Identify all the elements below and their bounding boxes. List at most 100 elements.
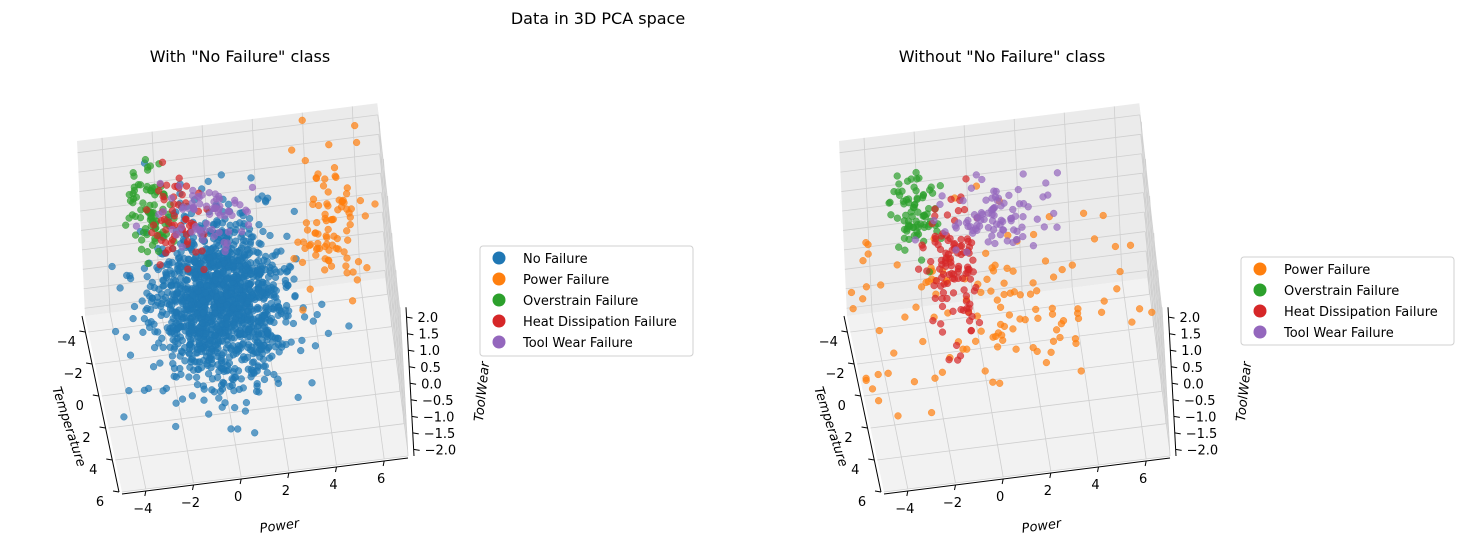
scatter-point (343, 227, 351, 235)
scatter-point (1033, 215, 1041, 223)
scatter-point (253, 382, 261, 390)
legend-marker (492, 251, 506, 265)
scatter-point (960, 286, 968, 294)
scatter-point (221, 399, 229, 407)
grid-line (381, 212, 406, 400)
grid-line (380, 173, 404, 367)
grid-line (377, 114, 401, 318)
scatter-point (242, 237, 250, 245)
scatter-point (938, 192, 946, 200)
scatter-point (1058, 266, 1066, 274)
scatter-point (209, 283, 217, 291)
grid-line (382, 231, 407, 417)
scatter-point (237, 280, 245, 288)
scatter-point (240, 273, 248, 281)
scatter-point (936, 245, 945, 254)
scatter-point (202, 202, 211, 210)
scatter-point (214, 361, 222, 369)
scatter-point (159, 295, 167, 304)
scatter-point (236, 201, 244, 209)
scatter-point (193, 381, 202, 389)
scatter-point (1050, 209, 1058, 218)
scatter-point (251, 429, 259, 437)
scatter-point (920, 223, 928, 232)
scatter-point (158, 334, 166, 342)
scatter-point (1000, 279, 1008, 287)
scatter-point (236, 219, 244, 227)
scatter-point (200, 274, 209, 282)
scatter-point (1074, 314, 1083, 323)
scatter-point (159, 387, 167, 395)
scatter-point (322, 232, 330, 240)
scatter-point (259, 227, 267, 236)
z-axis-line (405, 307, 415, 457)
scatter-point (849, 305, 857, 313)
scatter-point (178, 191, 186, 199)
y-tick-label: −2 (826, 367, 845, 382)
scatter-point (268, 333, 276, 341)
scatter-point (155, 247, 163, 256)
x-tick-label: 2 (1044, 484, 1052, 499)
scatter-point (914, 265, 923, 273)
x-tick-label: 0 (996, 490, 1004, 505)
scatter-point (1029, 230, 1038, 239)
grid-line (77, 114, 378, 154)
scatter-point (218, 296, 226, 304)
scatter-point (353, 276, 361, 284)
x-tick-mark (239, 478, 242, 485)
grid-line (309, 287, 337, 466)
scatter-point (270, 265, 278, 273)
scatter-point (236, 256, 244, 264)
scatter-point (270, 370, 278, 379)
scatter-point (277, 247, 285, 255)
scatter-point (143, 289, 151, 297)
scatter-point (184, 237, 192, 246)
scatter-point (156, 179, 164, 188)
scatter-point (291, 293, 299, 301)
scatter-point (223, 301, 231, 309)
scatter-point (198, 319, 207, 327)
scatter-point (184, 265, 192, 273)
scatter-point (905, 235, 913, 244)
scatter-point (975, 319, 984, 327)
grid-line (883, 455, 1171, 493)
scatter-point (330, 232, 338, 240)
grid-line (1146, 270, 1171, 450)
scatter-point (168, 352, 177, 360)
scatter-point (301, 157, 309, 165)
scatter-point (1000, 199, 1008, 207)
scatter-point (991, 239, 999, 248)
scatter-point (977, 209, 986, 217)
series-no-failure (108, 159, 353, 437)
x-tick-mark (1049, 472, 1052, 479)
scatter-point (227, 289, 235, 298)
y-axis-line (81, 315, 120, 493)
grid-line (115, 423, 404, 461)
y-tick-mark (868, 458, 875, 461)
scatter-point (211, 190, 219, 198)
scatter-point (968, 312, 976, 321)
scatter-point (182, 302, 190, 310)
x-tick-mark (954, 484, 956, 491)
scatter-point (255, 221, 263, 229)
scatter-point (189, 291, 197, 299)
scatter-point (1068, 261, 1076, 269)
scatter-point (353, 138, 361, 147)
scatter-point (203, 360, 211, 368)
scatter-point (1034, 314, 1042, 322)
scatter-point (215, 394, 223, 402)
scatter-point (356, 197, 365, 205)
scatter-point (217, 381, 226, 389)
scatter-point (324, 329, 333, 338)
scatter-point (241, 407, 250, 415)
scatter-point (959, 306, 968, 314)
scatter-point (272, 287, 280, 295)
z-tick-label: 0.0 (1183, 377, 1204, 392)
x-tick-mark (906, 490, 909, 497)
scatter-point (208, 347, 216, 356)
y-tick-label: 6 (858, 495, 866, 510)
grid-line (78, 133, 379, 173)
scatter-point (138, 236, 146, 244)
legend: Power Failure Overstrain Failure Heat Diss… (1240, 256, 1455, 346)
scatter-point (181, 310, 189, 318)
